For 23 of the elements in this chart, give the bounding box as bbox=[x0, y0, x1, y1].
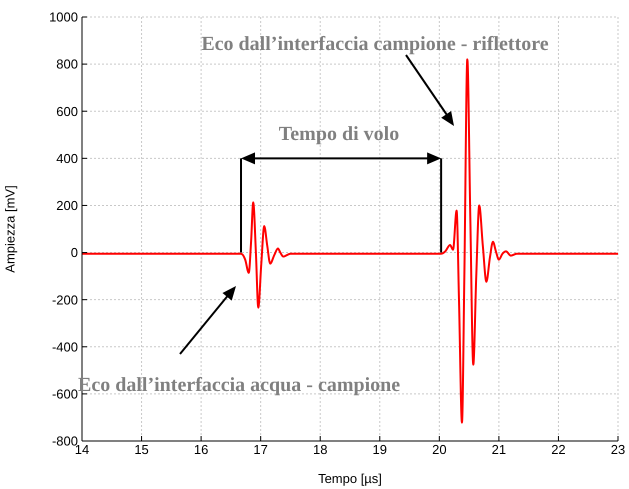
x-tick-label: 22 bbox=[551, 442, 566, 458]
x-tick-label: 19 bbox=[372, 442, 388, 458]
x-tick-label: 21 bbox=[492, 442, 506, 458]
y-tick-label: -600 bbox=[52, 386, 78, 402]
x-tick-label: 17 bbox=[253, 442, 268, 458]
y-tick-label: 800 bbox=[56, 56, 78, 72]
y-tick-label: 600 bbox=[56, 104, 78, 119]
y-tick-label: -400 bbox=[52, 339, 78, 354]
y-tick-label: 1000 bbox=[49, 10, 78, 25]
annotation: Tempo di volo bbox=[278, 123, 400, 145]
y-tick-label: 400 bbox=[56, 150, 78, 166]
x-tick-label: 23 bbox=[610, 442, 626, 458]
x-axis-title: Tempo [µs] bbox=[318, 471, 382, 486]
annotation: Eco dall’interfaccia campione - riflettore bbox=[201, 33, 549, 55]
x-tick-label: 16 bbox=[194, 442, 208, 458]
x-tick-label: 20 bbox=[432, 442, 447, 458]
y-tick-label: 0 bbox=[70, 245, 78, 260]
y-tick-label: 200 bbox=[56, 198, 78, 214]
x-tick-label: 18 bbox=[312, 442, 328, 458]
y-tick-label: -200 bbox=[52, 292, 78, 308]
x-tick-label: 15 bbox=[134, 442, 149, 458]
y-tick-label: -800 bbox=[52, 434, 78, 449]
y-axis-title: Ampiezza [mV] bbox=[2, 185, 18, 273]
